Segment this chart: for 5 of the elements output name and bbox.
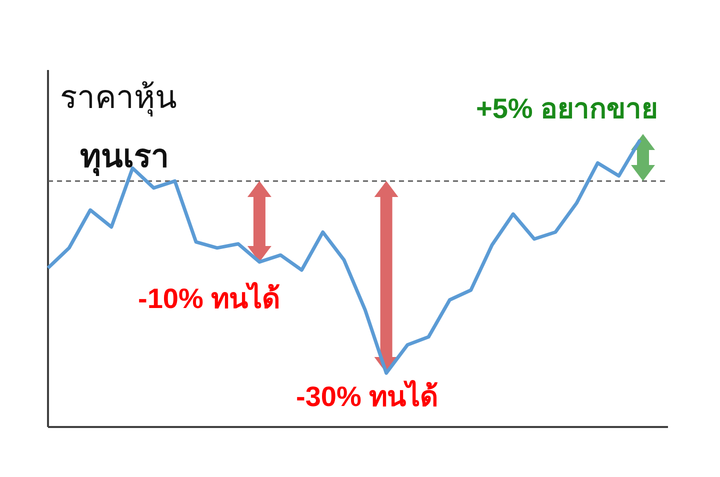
annotation: +5% อยากขาย (476, 93, 658, 124)
ref-line-label: ทุนเรา (80, 138, 169, 174)
ylabel: ราคาหุ้น (60, 79, 177, 115)
annotation: -10% ทนได้ (138, 283, 280, 314)
annotation: -30% ทนได้ (296, 381, 438, 412)
